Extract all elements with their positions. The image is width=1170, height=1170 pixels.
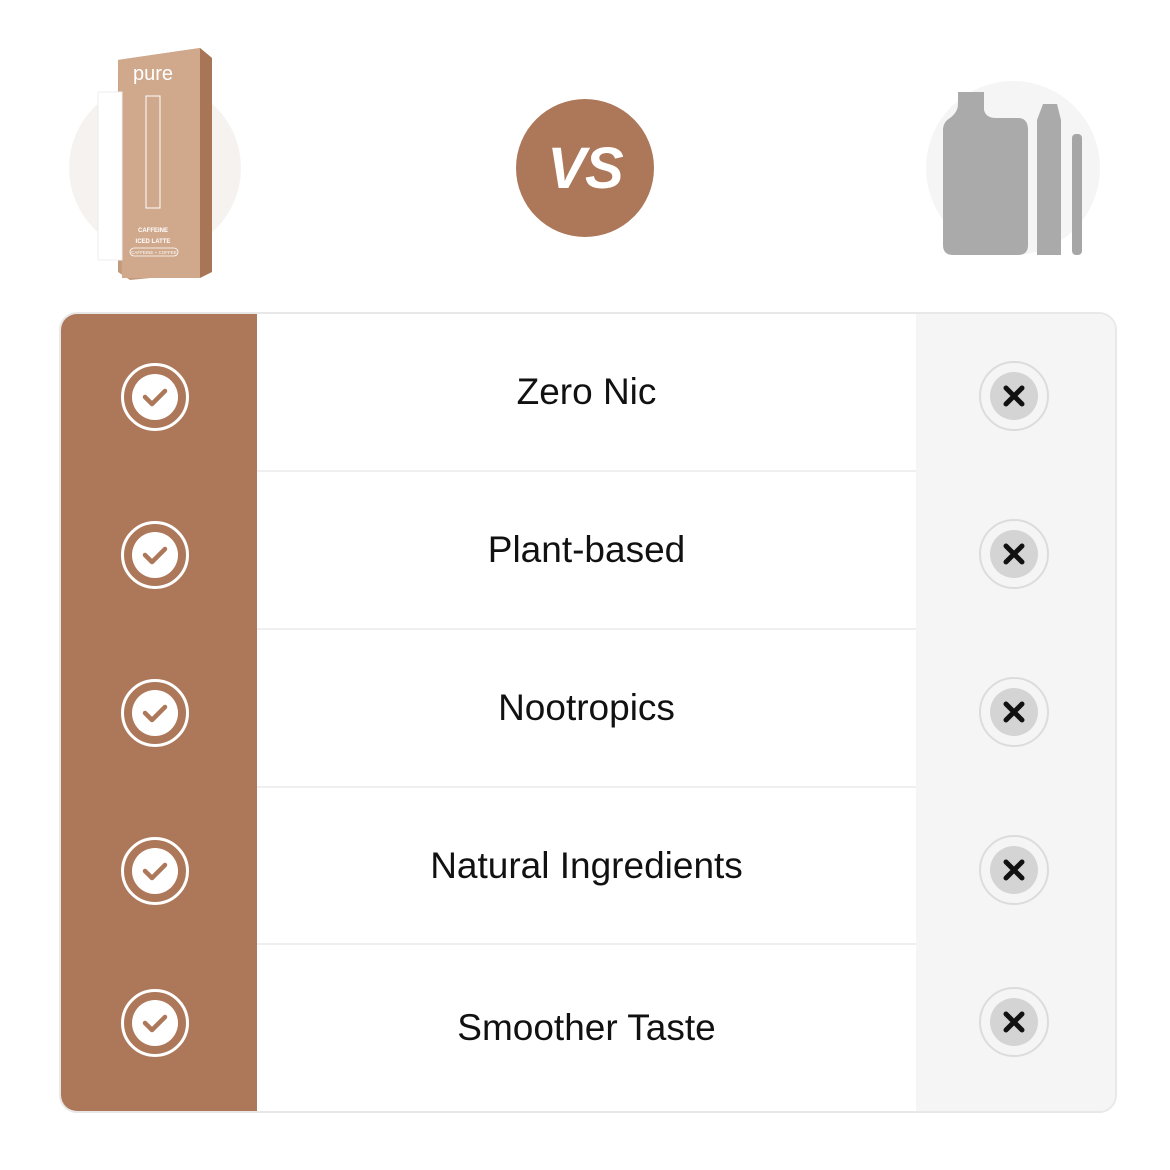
feature-label: Zero Nic	[257, 314, 916, 472]
competitor-devices-icon	[920, 78, 1110, 263]
table-row: Nootropics	[61, 630, 1115, 788]
feature-label: Natural Ingredients	[257, 788, 916, 945]
table-row: Smoother Taste	[61, 945, 1115, 1111]
check-icon	[121, 521, 189, 589]
feature-label: Plant-based	[257, 472, 916, 630]
check-icon	[121, 989, 189, 1057]
table-row: Natural Ingredients	[61, 788, 1115, 945]
table-row: Zero Nic	[61, 314, 1115, 472]
x-icon	[979, 361, 1049, 431]
box-text-3: CAFFEINE + COFFEE	[131, 250, 177, 255]
x-icon	[979, 519, 1049, 589]
comparison-table: Zero Nic Plant-based Nootropics Natural …	[59, 312, 1117, 1113]
feature-label: Smoother Taste	[457, 1007, 716, 1048]
vs-badge: VS	[516, 99, 654, 237]
x-icon	[979, 677, 1049, 747]
box-text-1: CAFFEINE	[138, 228, 168, 234]
check-icon	[121, 837, 189, 905]
table-row: Plant-based	[61, 472, 1115, 630]
check-icon	[121, 363, 189, 431]
brand-logo: pure	[133, 63, 173, 85]
x-icon	[979, 835, 1049, 905]
pure-product-image: pure CAFFEINE ICED LATTE CAFFEINE + COFF…	[60, 40, 250, 285]
feature-label: Nootropics	[257, 630, 916, 788]
check-icon	[121, 679, 189, 747]
box-text-2: ICED LATTE	[136, 239, 171, 245]
x-icon	[979, 987, 1049, 1057]
